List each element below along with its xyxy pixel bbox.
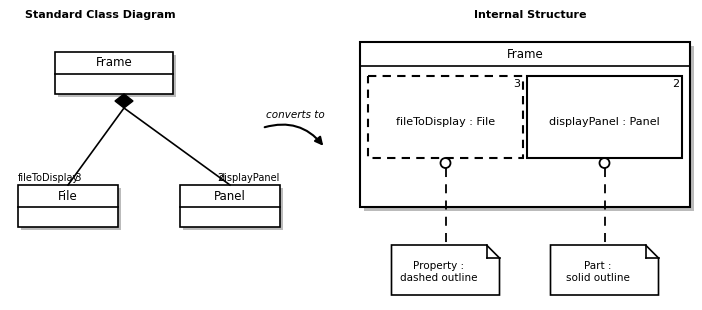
Text: Standard Class Diagram: Standard Class Diagram xyxy=(25,10,176,20)
Bar xyxy=(368,76,523,158)
Text: displayPanel : Panel: displayPanel : Panel xyxy=(549,117,660,127)
Text: 3: 3 xyxy=(74,173,81,183)
Bar xyxy=(55,52,173,94)
Bar xyxy=(180,185,280,227)
Text: 2: 2 xyxy=(218,173,224,183)
Text: displayPanel: displayPanel xyxy=(218,173,280,183)
Text: 2: 2 xyxy=(672,79,679,89)
Text: Frame: Frame xyxy=(507,47,543,60)
Text: 3: 3 xyxy=(513,79,520,89)
Text: File: File xyxy=(58,189,78,202)
Bar xyxy=(183,188,283,230)
Polygon shape xyxy=(550,245,658,295)
Text: Internal Structure: Internal Structure xyxy=(474,10,586,20)
Bar xyxy=(364,46,694,211)
Bar xyxy=(21,188,121,230)
Text: Panel: Panel xyxy=(214,189,246,202)
Bar xyxy=(527,76,682,158)
Text: fileToDisplay : File: fileToDisplay : File xyxy=(396,117,495,127)
Bar xyxy=(58,55,176,97)
Text: converts to: converts to xyxy=(265,110,324,120)
FancyArrowPatch shape xyxy=(265,125,322,144)
Text: Property :
dashed outline: Property : dashed outline xyxy=(400,261,478,283)
Polygon shape xyxy=(115,94,133,108)
Bar xyxy=(18,185,118,227)
Text: fileToDisplay: fileToDisplay xyxy=(18,173,79,183)
Text: Frame: Frame xyxy=(95,56,133,69)
Text: Part :
solid outline: Part : solid outline xyxy=(566,261,630,283)
Bar xyxy=(360,42,690,207)
Polygon shape xyxy=(392,245,500,295)
